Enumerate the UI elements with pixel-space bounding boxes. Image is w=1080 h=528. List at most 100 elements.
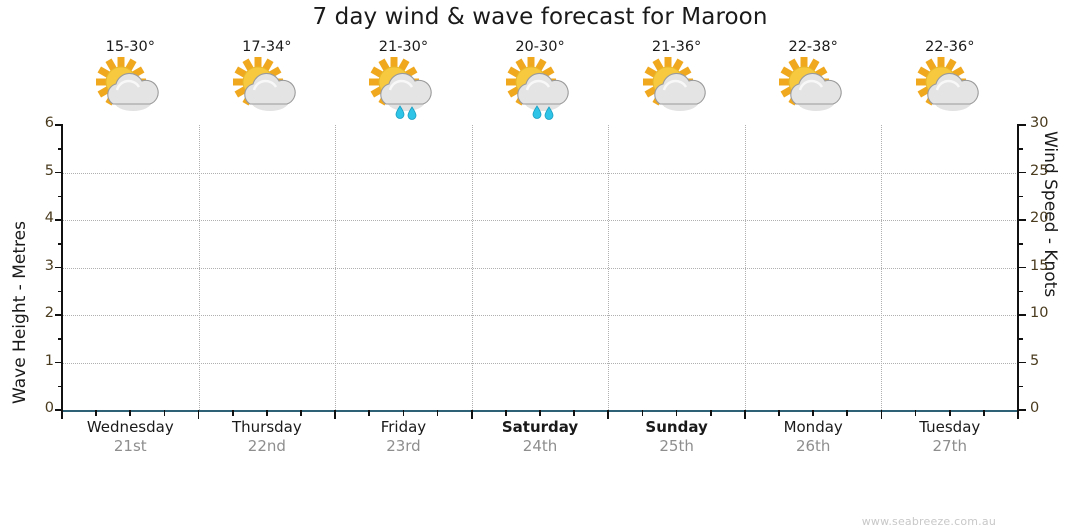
right-tick-label-30: 30: [1030, 115, 1049, 131]
left-tick-label-2: 2: [44, 305, 54, 321]
day-header-sunday: 21-36°: [608, 36, 745, 126]
gridline-h-3: [62, 267, 1018, 269]
gridline-v-day4: [608, 125, 610, 410]
day-name: Friday: [380, 418, 427, 436]
right-axis-line: [1017, 124, 1019, 412]
x-label-thursday: Thursday 22nd: [199, 418, 336, 456]
sun-behind-cloud-icon: [87, 56, 173, 118]
left-tick-label-3: 3: [44, 257, 54, 274]
gridline-v-day1: [198, 125, 200, 410]
page-title: 7 day wind & wave forecast for Maroon: [312, 4, 768, 30]
right-tick-major-10: [1018, 314, 1026, 316]
left-tick-minor-0: [58, 385, 62, 388]
x-tick-minor: [402, 410, 405, 416]
gridline-v-day3: [471, 125, 473, 410]
gridline-h-2: [62, 315, 1018, 316]
day-header-monday: 22-38°: [745, 36, 882, 126]
left-tick-label-6: 6: [44, 115, 54, 131]
day-date: 24th: [522, 437, 558, 455]
watermark: www.seabreeze.com.au: [861, 515, 996, 528]
right-tick-minor-3: [1018, 243, 1023, 245]
day-name: Thursday: [231, 418, 302, 436]
x-tick-minor: [675, 410, 678, 416]
day-date: 26th: [795, 437, 831, 455]
temperature-range: 21-36°: [651, 39, 702, 55]
day-date: 22nd: [247, 437, 286, 455]
temperature-range: 22-38°: [788, 39, 838, 55]
gridline-h-4: [62, 220, 1018, 221]
sun-behind-rain-cloud-icon: [360, 56, 446, 120]
right-tick-minor-0: [1018, 385, 1023, 388]
right-tick-label-25: 25: [1030, 162, 1049, 179]
right-tick-major-25: [1018, 171, 1026, 174]
right-tick-label-15: 15: [1030, 257, 1049, 274]
sun-behind-cloud-icon: [634, 56, 720, 118]
sun-behind-cloud-icon: [224, 56, 310, 118]
x-tick-minor: [231, 410, 234, 416]
left-tick-minor-3: [58, 243, 62, 245]
left-tick-major-4: [55, 219, 62, 221]
x-tick-day5: [744, 410, 746, 419]
x-label-wednesday: Wednesday 21st: [62, 418, 199, 456]
gridline-v-day2: [335, 125, 337, 410]
x-tick-minor: [129, 410, 132, 416]
x-axis-day-labels: Wednesday 21st Thursday 22nd Friday 23rd Satur…: [62, 418, 1018, 456]
x-label-monday: Monday 26th: [745, 418, 882, 456]
x-tick-minor: [436, 410, 439, 416]
x-tick-minor: [266, 410, 268, 416]
left-tick-minor-5: [58, 148, 62, 150]
day-name: Sunday: [645, 418, 708, 436]
right-tick-label-10: 10: [1030, 305, 1049, 321]
right-tick-label-20: 20: [1030, 210, 1049, 226]
day-date: 27th: [932, 437, 967, 455]
x-tick-minor: [709, 410, 712, 416]
sun-behind-rain-cloud-icon: [497, 56, 583, 120]
x-tick-day6: [880, 410, 883, 419]
day-header-thursday: 17-34°: [199, 36, 336, 126]
x-tick-minor: [983, 410, 985, 416]
left-tick-minor-4: [58, 195, 62, 198]
left-tick-label-5: 5: [44, 162, 54, 179]
temperature-range: 22-36°: [925, 39, 975, 55]
x-tick-minor: [163, 410, 166, 416]
left-tick-major-6: [55, 124, 62, 126]
left-tick-minor-2: [58, 290, 62, 293]
temperature-range: 20-30°: [515, 39, 565, 55]
x-tick-minor: [573, 410, 575, 416]
x-tick-minor: [300, 410, 302, 416]
x-tick-minor: [778, 410, 780, 416]
sun-behind-cloud-icon: [770, 56, 856, 118]
x-tick-minor: [641, 410, 644, 416]
right-tick-label-5: 5: [1030, 352, 1040, 369]
day-header-tuesday: 22-36°: [881, 36, 1018, 126]
x-tick-day3: [470, 410, 473, 419]
day-date: 23rd: [386, 437, 421, 455]
x-tick-day2: [334, 410, 336, 419]
x-label-saturday: Saturday 24th: [472, 418, 609, 456]
left-tick-major-0: [55, 409, 62, 411]
left-tick-major-1: [55, 361, 62, 364]
x-tick-day4: [607, 410, 610, 419]
day-header-wednesday: 15-30°: [62, 36, 199, 126]
left-tick-label-0: 0: [44, 400, 54, 416]
left-tick-minor-1: [58, 338, 62, 340]
x-label-tuesday: Tuesday 27th: [881, 418, 1018, 456]
forecast-chart: 7 day wind & wave forecast for Maroon 15…: [10, 4, 1060, 528]
x-tick-day7: [1017, 410, 1019, 419]
x-tick-minor: [812, 410, 814, 416]
x-tick-minor: [505, 410, 507, 416]
left-tick-major-3: [55, 266, 62, 269]
sun-behind-cloud-icon: [907, 56, 993, 118]
right-tick-major-15: [1018, 266, 1026, 269]
day-date: 21st: [113, 437, 147, 455]
right-tick-major-30: [1018, 124, 1026, 126]
gridline-v-day5: [744, 125, 746, 410]
right-tick-major-0: [1018, 409, 1026, 411]
day-date: 25th: [659, 437, 694, 455]
gridline-v-day6: [881, 125, 883, 410]
right-tick-major-20: [1018, 219, 1026, 221]
left-tick-major-2: [55, 314, 62, 316]
x-tick-minor: [368, 410, 371, 416]
x-tick-minor: [948, 410, 951, 416]
day-name: Monday: [783, 418, 843, 436]
